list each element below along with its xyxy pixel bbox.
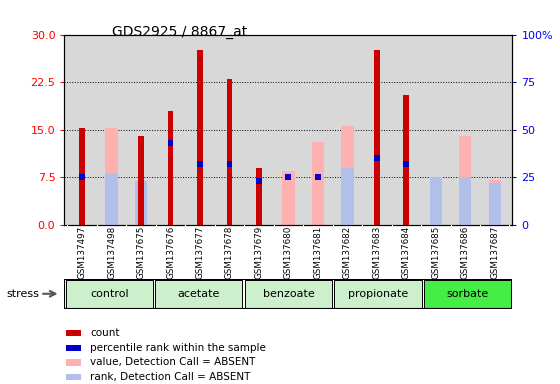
Bar [256, 178, 262, 184]
Text: stress: stress [7, 289, 40, 299]
Text: GSM137683: GSM137683 [372, 226, 381, 279]
Bar [66, 374, 81, 380]
Text: GSM137684: GSM137684 [402, 226, 411, 279]
Bar [374, 50, 380, 225]
Bar [488, 180, 501, 225]
Text: GSM137682: GSM137682 [343, 226, 352, 279]
Bar [282, 171, 295, 225]
Text: GSM137677: GSM137677 [195, 226, 204, 279]
Bar [197, 50, 203, 225]
Bar [155, 280, 242, 308]
Text: count: count [91, 328, 120, 338]
Bar [245, 280, 332, 308]
Text: sorbate: sorbate [446, 288, 489, 298]
Bar [226, 79, 232, 225]
Text: GSM137679: GSM137679 [254, 226, 263, 279]
Bar [459, 177, 472, 225]
Bar [315, 174, 321, 180]
Bar [374, 155, 380, 161]
Bar [334, 280, 422, 308]
Text: GSM137686: GSM137686 [461, 226, 470, 279]
Bar [105, 128, 118, 225]
Bar [138, 136, 144, 225]
Bar [256, 168, 262, 225]
Text: acetate: acetate [178, 288, 220, 298]
Bar [341, 168, 353, 225]
Text: GSM137675: GSM137675 [137, 226, 146, 279]
Text: rank, Detection Call = ABSENT: rank, Detection Call = ABSENT [91, 372, 251, 382]
Bar [135, 181, 147, 225]
Text: GSM137678: GSM137678 [225, 226, 234, 279]
Bar [66, 345, 81, 351]
Text: value, Detection Call = ABSENT: value, Detection Call = ABSENT [91, 358, 256, 367]
Bar [403, 95, 409, 225]
Bar [226, 161, 232, 167]
Text: GSM137685: GSM137685 [431, 226, 440, 279]
Text: propionate: propionate [348, 288, 408, 298]
Text: benzoate: benzoate [263, 288, 314, 298]
Text: GDS2925 / 8867_at: GDS2925 / 8867_at [112, 25, 248, 39]
Bar [488, 183, 501, 225]
Bar [286, 174, 291, 180]
Bar [66, 280, 153, 308]
Bar [430, 177, 442, 225]
Bar [79, 128, 85, 225]
Text: GSM137497: GSM137497 [78, 226, 87, 279]
Bar [197, 161, 203, 167]
Bar [167, 111, 174, 225]
Bar [430, 177, 442, 225]
Text: GSM137498: GSM137498 [107, 226, 116, 279]
Bar [79, 174, 85, 180]
Text: GSM137681: GSM137681 [314, 226, 323, 279]
Bar [424, 280, 511, 308]
Bar [341, 126, 353, 225]
Text: percentile rank within the sample: percentile rank within the sample [91, 343, 267, 353]
Bar [105, 173, 118, 225]
Text: GSM137680: GSM137680 [284, 226, 293, 279]
Text: GSM137676: GSM137676 [166, 226, 175, 279]
Bar [403, 161, 409, 167]
Bar [66, 330, 81, 336]
Text: GSM137687: GSM137687 [490, 226, 499, 279]
Bar [167, 140, 174, 146]
Text: control: control [90, 288, 128, 298]
Bar [66, 359, 81, 366]
Bar [312, 142, 324, 225]
Bar [459, 136, 472, 225]
